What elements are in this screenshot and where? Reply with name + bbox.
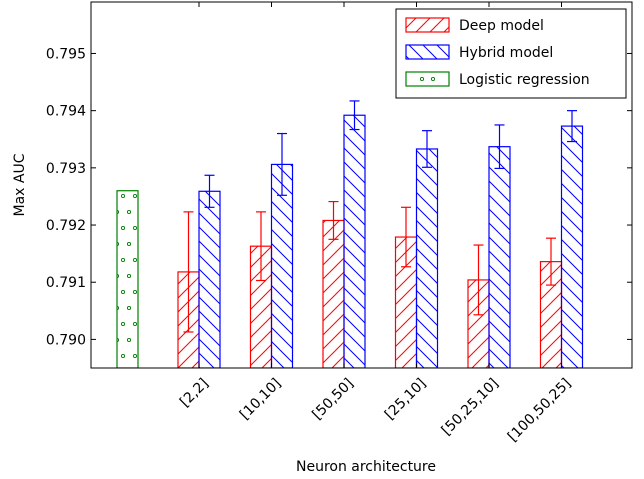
y-tick-label: 0.793 <box>46 161 86 177</box>
bar-hybrid-model <box>488 146 511 368</box>
y-axis: 0.790 0.791 0.792 0.793 0.794 0.795 <box>46 46 632 348</box>
bar-deep-model <box>322 219 345 368</box>
x-tick-label: [25,10] <box>382 376 429 423</box>
bar-hybrid-model <box>560 125 584 368</box>
y-tick-label: 0.791 <box>46 275 86 291</box>
y-tick-label: 0.790 <box>46 332 86 348</box>
legend-entry-logistic-regression: Logistic regression <box>405 71 590 88</box>
error-bars-layer <box>183 100 577 333</box>
legend-label-deep-model: Deep model <box>459 18 544 34</box>
plot-frame <box>90 1 633 369</box>
legend-label-hybrid-model: Hybrid model <box>459 45 553 61</box>
legend-label-logistic-regression: Logistic regression <box>459 72 590 88</box>
x-tick-label: [10,10] <box>237 376 284 423</box>
legend-entry-hybrid-model: Hybrid model <box>405 44 553 61</box>
legend-entry-deep-model: Deep model <box>405 17 544 34</box>
bars-layer <box>116 114 584 368</box>
legend: Deep model Hybrid model Logistic regress… <box>395 8 627 99</box>
x-tick-label: [100,50,25] <box>505 376 574 445</box>
y-axis-title: Max AUC <box>12 153 28 216</box>
legend-swatch-dot <box>419 76 425 82</box>
x-tick-label: [50,25,10] <box>439 376 502 439</box>
bar-hybrid-model <box>198 190 221 368</box>
y-tick-label: 0.795 <box>46 46 86 62</box>
x-tick-label: [2,2] <box>177 376 212 411</box>
x-tick-label: [50,50] <box>309 376 356 423</box>
bar-logistic-regression <box>116 190 139 368</box>
y-tick-label: 0.794 <box>46 104 86 120</box>
x-axis-title: Neuron architecture <box>296 459 436 475</box>
legend-swatch-hybrid-model <box>405 44 450 60</box>
legend-swatch-logistic-regression <box>405 71 450 87</box>
legend-swatch-dot <box>430 76 436 82</box>
bar-hybrid-model <box>343 114 366 368</box>
legend-swatch-deep-model <box>405 17 450 33</box>
y-tick-label: 0.792 <box>46 218 86 234</box>
bar-hybrid-model <box>415 148 439 368</box>
